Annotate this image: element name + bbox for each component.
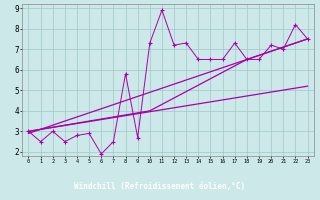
Text: Windchill (Refroidissement éolien,°C): Windchill (Refroidissement éolien,°C) [75, 182, 245, 192]
